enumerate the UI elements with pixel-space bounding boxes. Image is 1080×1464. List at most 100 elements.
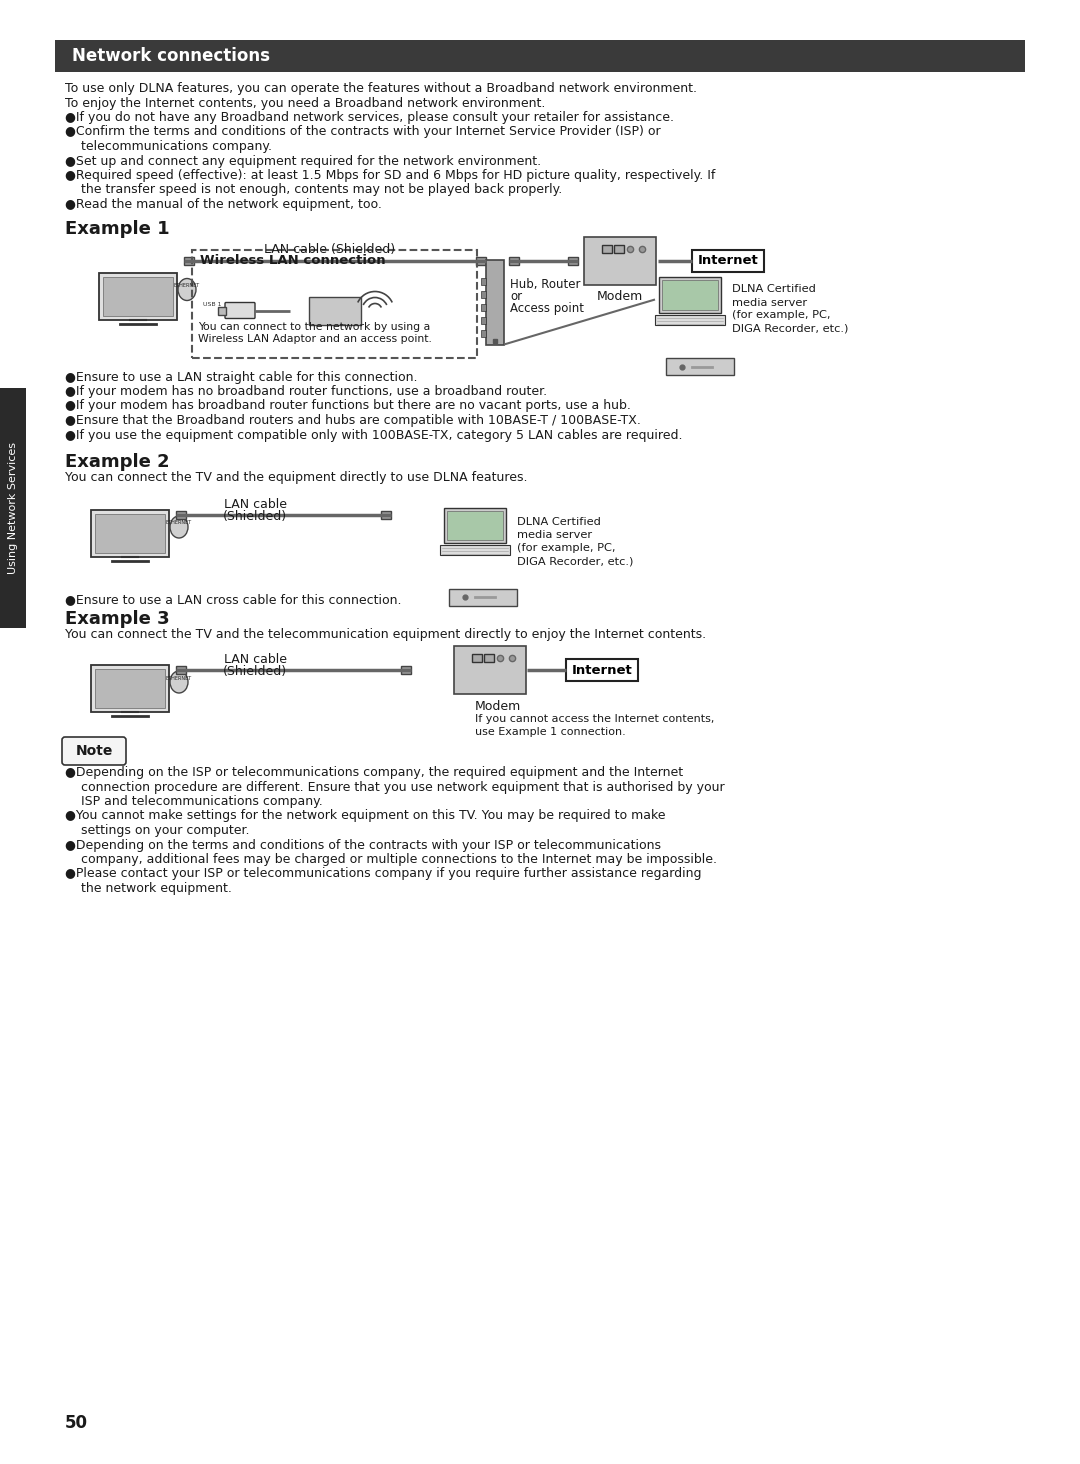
FancyBboxPatch shape <box>381 511 391 520</box>
Text: You can connect the TV and the telecommunication equipment directly to enjoy the: You can connect the TV and the telecommu… <box>65 628 706 641</box>
Text: ETHERNET: ETHERNET <box>166 521 192 526</box>
FancyBboxPatch shape <box>481 291 486 299</box>
Text: Using Network Services: Using Network Services <box>8 442 18 574</box>
FancyBboxPatch shape <box>486 261 504 346</box>
FancyBboxPatch shape <box>440 545 510 555</box>
FancyBboxPatch shape <box>91 509 168 556</box>
FancyBboxPatch shape <box>225 303 255 319</box>
Text: Network connections: Network connections <box>72 47 270 64</box>
Text: ●Required speed (effective): at least 1.5 Mbps for SD and 6 Mbps for HD picture : ●Required speed (effective): at least 1.… <box>65 168 715 182</box>
Text: Example 3: Example 3 <box>65 610 170 628</box>
FancyBboxPatch shape <box>176 666 186 673</box>
Text: ETHERNET: ETHERNET <box>174 283 200 288</box>
Text: ISP and telecommunications company.: ISP and telecommunications company. <box>65 795 323 808</box>
Text: You can connect to the network by using a: You can connect to the network by using … <box>198 322 430 331</box>
FancyBboxPatch shape <box>509 256 519 265</box>
Text: telecommunications company.: telecommunications company. <box>65 141 272 154</box>
FancyBboxPatch shape <box>481 318 486 324</box>
FancyBboxPatch shape <box>91 665 168 712</box>
Text: ●If your modem has broadband router functions but there are no vacant ports, use: ●If your modem has broadband router func… <box>65 400 631 413</box>
Text: DIGA Recorder, etc.): DIGA Recorder, etc.) <box>732 324 849 334</box>
Text: (for example, PC,: (for example, PC, <box>732 310 831 321</box>
Text: (Shielded): (Shielded) <box>222 509 287 523</box>
Text: ●Read the manual of the network equipment, too.: ●Read the manual of the network equipmen… <box>65 198 382 211</box>
Text: ●If you use the equipment compatible only with 100BASE-TX, category 5 LAN cables: ●If you use the equipment compatible onl… <box>65 429 683 442</box>
Text: Wireless LAN connection: Wireless LAN connection <box>200 253 386 266</box>
FancyBboxPatch shape <box>584 237 656 284</box>
FancyBboxPatch shape <box>659 277 721 312</box>
FancyBboxPatch shape <box>95 669 165 709</box>
Text: use Example 1 connection.: use Example 1 connection. <box>475 728 625 736</box>
Text: ●Depending on the terms and conditions of the contracts with your ISP or telecom: ●Depending on the terms and conditions o… <box>65 839 661 852</box>
FancyBboxPatch shape <box>62 736 126 766</box>
Text: company, additional fees may be charged or multiple connections to the Internet : company, additional fees may be charged … <box>65 854 717 867</box>
Text: ●If you do not have any Broadband network services, please consult your retailer: ●If you do not have any Broadband networ… <box>65 111 674 124</box>
Text: media server: media server <box>732 297 807 307</box>
Text: media server: media server <box>517 530 592 540</box>
FancyBboxPatch shape <box>602 244 612 252</box>
FancyBboxPatch shape <box>472 654 482 662</box>
Text: ETHERNET: ETHERNET <box>166 675 192 681</box>
Text: Example 1: Example 1 <box>65 221 170 239</box>
Text: the transfer speed is not enough, contents may not be played back properly.: the transfer speed is not enough, conten… <box>65 183 563 196</box>
Ellipse shape <box>178 278 195 300</box>
Text: ●Depending on the ISP or telecommunications company, the required equipment and : ●Depending on the ISP or telecommunicati… <box>65 766 684 779</box>
FancyBboxPatch shape <box>447 511 503 540</box>
Text: ●Set up and connect any equipment required for the network environment.: ●Set up and connect any equipment requir… <box>65 155 541 167</box>
Ellipse shape <box>170 671 188 692</box>
FancyBboxPatch shape <box>454 646 526 694</box>
Text: Internet: Internet <box>698 253 758 266</box>
Text: connection procedure are different. Ensure that you use network equipment that i: connection procedure are different. Ensu… <box>65 780 725 793</box>
Text: Modem: Modem <box>475 700 522 713</box>
Text: LAN cable (Shielded): LAN cable (Shielded) <box>265 243 395 256</box>
Text: settings on your computer.: settings on your computer. <box>65 824 249 837</box>
Text: ●Ensure that the Broadband routers and hubs are compatible with 10BASE-T / 100BA: ●Ensure that the Broadband routers and h… <box>65 414 640 427</box>
FancyBboxPatch shape <box>184 256 194 265</box>
Text: ●You cannot make settings for the network equipment on this TV. You may be requi: ●You cannot make settings for the networ… <box>65 810 665 823</box>
Text: To use only DLNA features, you can operate the features without a Broadband netw: To use only DLNA features, you can opera… <box>65 82 697 95</box>
Text: To enjoy the Internet contents, you need a Broadband network environment.: To enjoy the Internet contents, you need… <box>65 97 545 110</box>
FancyBboxPatch shape <box>401 666 411 673</box>
Text: LAN cable: LAN cable <box>224 653 286 666</box>
FancyBboxPatch shape <box>95 514 165 553</box>
FancyBboxPatch shape <box>654 315 725 325</box>
FancyBboxPatch shape <box>55 40 1025 72</box>
Text: Example 2: Example 2 <box>65 452 170 471</box>
Text: 50: 50 <box>65 1414 87 1432</box>
Text: (for example, PC,: (for example, PC, <box>517 543 616 553</box>
FancyBboxPatch shape <box>662 280 718 309</box>
Text: Hub, Router: Hub, Router <box>510 278 581 291</box>
FancyBboxPatch shape <box>99 272 177 319</box>
Text: or: or <box>510 290 522 303</box>
FancyBboxPatch shape <box>568 256 578 265</box>
FancyBboxPatch shape <box>0 388 26 628</box>
FancyBboxPatch shape <box>692 249 764 271</box>
Text: (Shielded): (Shielded) <box>222 665 287 678</box>
Text: LAN cable: LAN cable <box>224 498 286 511</box>
FancyBboxPatch shape <box>666 359 734 375</box>
Text: You can connect the TV and the equipment directly to use DLNA features.: You can connect the TV and the equipment… <box>65 471 527 485</box>
FancyBboxPatch shape <box>481 305 486 310</box>
Text: DLNA Certified: DLNA Certified <box>732 284 815 294</box>
FancyBboxPatch shape <box>615 244 624 252</box>
FancyBboxPatch shape <box>476 256 486 265</box>
FancyBboxPatch shape <box>566 659 638 681</box>
Text: ●Confirm the terms and conditions of the contracts with your Internet Service Pr: ●Confirm the terms and conditions of the… <box>65 126 661 139</box>
FancyBboxPatch shape <box>103 277 173 316</box>
Text: USB 1: USB 1 <box>203 302 221 307</box>
FancyBboxPatch shape <box>176 511 186 520</box>
FancyBboxPatch shape <box>309 297 361 325</box>
Text: DLNA Certified: DLNA Certified <box>517 517 600 527</box>
Text: ●If your modem has no broadband router functions, use a broadband router.: ●If your modem has no broadband router f… <box>65 385 548 398</box>
Text: ●Ensure to use a LAN straight cable for this connection.: ●Ensure to use a LAN straight cable for … <box>65 370 418 384</box>
Text: DIGA Recorder, etc.): DIGA Recorder, etc.) <box>517 556 633 567</box>
FancyBboxPatch shape <box>481 278 486 285</box>
FancyBboxPatch shape <box>484 654 494 662</box>
Text: Wireless LAN Adaptor and an access point.: Wireless LAN Adaptor and an access point… <box>198 334 432 344</box>
Text: ●Please contact your ISP or telecommunications company if you require further as: ●Please contact your ISP or telecommunic… <box>65 868 702 880</box>
FancyBboxPatch shape <box>218 306 226 315</box>
Text: Access point: Access point <box>510 302 584 315</box>
FancyBboxPatch shape <box>449 589 517 606</box>
Text: Note: Note <box>76 744 112 758</box>
Ellipse shape <box>170 515 188 537</box>
